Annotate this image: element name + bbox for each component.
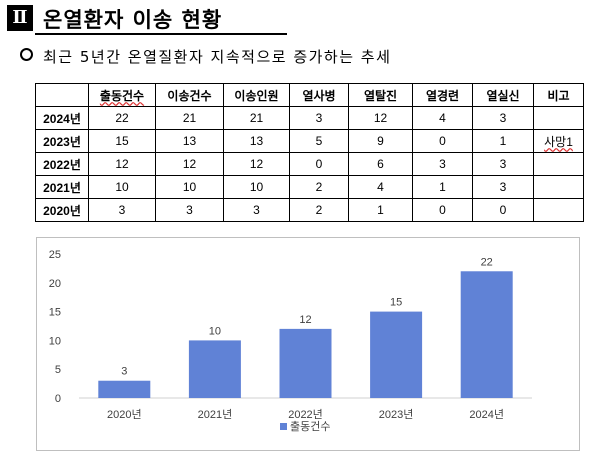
table-cell: 9	[348, 129, 413, 153]
data-label: 15	[390, 297, 402, 309]
table-cell: 15	[88, 129, 156, 153]
table-cell: 1	[472, 129, 534, 153]
table-cell: 13	[155, 129, 224, 153]
table-cell: 6	[348, 152, 413, 176]
table-cell	[533, 175, 584, 199]
table-cell: 5	[289, 129, 349, 153]
y-tick-label: 0	[55, 393, 61, 405]
table-header-row: 출동건수 이송건수 이송인원 열사병 열탈진 열경련 열실신 비고	[35, 83, 584, 107]
table-cell: 4	[348, 175, 413, 199]
table-cell: 12	[348, 106, 413, 130]
data-label: 3	[121, 366, 127, 378]
table-row: 2023년 15 13 13 5 9 0 1 사망1	[35, 129, 584, 153]
data-label: 12	[299, 314, 311, 326]
bar	[98, 380, 151, 398]
bar-chart-svg: 0 5 10 15 20 25 3 2020년 10 2021년 12 2022년 15 2023년 22 2…	[49, 249, 532, 433]
row-year: 2022년	[35, 152, 89, 176]
row-year: 2023년	[35, 129, 89, 153]
section-header: Ⅱ 온열환자 이송 현황	[7, 5, 287, 35]
table-cell: 0	[412, 198, 473, 222]
row-year: 2020년	[35, 198, 89, 222]
table-cell: 3	[412, 152, 473, 176]
legend-label: 출동건수	[290, 420, 330, 433]
table-cell: 0	[472, 198, 534, 222]
y-tick-label: 5	[55, 364, 61, 376]
table-cell: 3	[155, 198, 224, 222]
table-cell: 12	[88, 152, 156, 176]
table-header-cell	[35, 83, 89, 107]
table-cell: 3	[472, 175, 534, 199]
table-cell: 1	[348, 198, 413, 222]
table-row: 2021년 10 10 10 2 4 1 3	[35, 175, 584, 199]
dispatch-count-chart: 0 5 10 15 20 25 3 2020년 10 2021년 12 2022년 15 2023년 22 2…	[36, 237, 580, 451]
table-cell: 3	[472, 152, 534, 176]
table-cell: 사망1	[533, 129, 584, 153]
x-tick-label: 2023년	[379, 408, 414, 421]
subheading: 최근 5년간 온열질환자 지속적으로 증가하는 추세	[20, 46, 391, 67]
circle-bullet-icon	[20, 48, 33, 61]
table-cell: 21	[155, 106, 224, 130]
y-tick-label: 15	[49, 307, 61, 319]
table-cell: 2	[289, 198, 349, 222]
table-cell: 1	[412, 175, 473, 199]
row-year: 2021년	[35, 175, 89, 199]
table-cell: 10	[88, 175, 156, 199]
table-cell: 0	[412, 129, 473, 153]
row-year: 2024년	[35, 106, 89, 130]
table-cell: 4	[412, 106, 473, 130]
y-tick-label: 20	[49, 278, 61, 290]
bar	[188, 340, 241, 398]
table-cell: 13	[223, 129, 290, 153]
table-header-cell: 열탈진	[348, 83, 413, 107]
x-tick-label: 2021년	[198, 408, 233, 421]
bar	[370, 311, 423, 398]
table-row: 2022년 12 12 12 0 6 3 3	[35, 152, 584, 176]
x-tick-label: 2022년	[288, 408, 323, 421]
table-cell: 0	[289, 152, 349, 176]
table-cell: 12	[223, 152, 290, 176]
data-label: 22	[481, 256, 493, 268]
table-cell	[533, 198, 584, 222]
section-number: Ⅱ	[7, 5, 33, 31]
transport-stats-table: 출동건수 이송건수 이송인원 열사병 열탈진 열경련 열실신 비고 2024년 …	[35, 83, 584, 222]
table-header-cell: 열경련	[412, 83, 473, 107]
table-cell	[533, 106, 584, 130]
subheading-text: 최근 5년간 온열질환자 지속적으로 증가하는 추세	[43, 48, 392, 66]
table-cell: 12	[155, 152, 224, 176]
table-cell	[533, 152, 584, 176]
table-header-cell: 비고	[533, 83, 584, 107]
table-header-cell: 이송건수	[155, 83, 224, 107]
table-cell: 10	[155, 175, 224, 199]
table-cell: 22	[88, 106, 156, 130]
y-tick-label: 10	[49, 335, 61, 347]
bar	[279, 328, 332, 398]
table-header-cell: 출동건수	[88, 83, 156, 107]
table-row: 2020년 3 3 3 2 1 0 0	[35, 198, 584, 222]
y-tick-label: 25	[49, 249, 61, 261]
table-cell: 3	[223, 198, 290, 222]
legend-swatch	[280, 423, 287, 430]
data-label: 10	[209, 325, 221, 337]
x-tick-label: 2024년	[469, 408, 504, 421]
table-cell: 21	[223, 106, 290, 130]
table-header-cell: 열실신	[472, 83, 534, 107]
table-cell: 3	[289, 106, 349, 130]
table-cell: 2	[289, 175, 349, 199]
table-header-cell: 이송인원	[223, 83, 290, 107]
section-title-underline	[35, 33, 287, 35]
table-header-cell: 열사병	[289, 83, 349, 107]
table-cell: 10	[223, 175, 290, 199]
x-tick-label: 2020년	[107, 408, 142, 421]
table-cell: 3	[472, 106, 534, 130]
table-row: 2024년 22 21 21 3 12 4 3	[35, 106, 584, 130]
section-title: 온열환자 이송 현황	[43, 8, 223, 32]
table-cell: 3	[88, 198, 156, 222]
bar	[460, 271, 513, 398]
